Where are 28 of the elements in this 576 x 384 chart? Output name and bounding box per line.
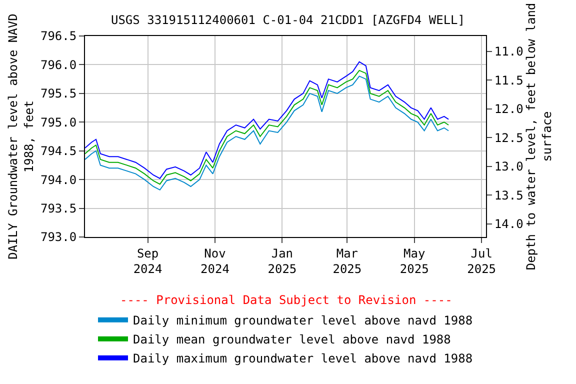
y-tick-label: 795.5 [40, 86, 77, 101]
y2-axis-title: Depth to water level, feet below land surface [524, 2, 554, 270]
legend-label: Daily mean groundwater level above navd 1988 [133, 332, 451, 347]
x-tick-label: Nov 2024 [200, 246, 230, 276]
y2-tick-label: 12.5 [494, 130, 524, 145]
x-tick-label: May 2025 [400, 246, 429, 276]
y2-tick-label: 14.0 [494, 216, 524, 231]
y2-tick-label: 11.5 [494, 73, 524, 88]
y-tick-label: 793.0 [40, 230, 77, 244]
y-tick-label: 796.0 [40, 58, 77, 72]
legend-label: Daily maximum groundwater level above navd 1988 [133, 352, 473, 366]
chart-title: USGS 331915112400601 C-01-04 21CDD1 [AZGFD4 WELL] [110, 12, 466, 27]
y-tick-label: 795.0 [40, 115, 77, 130]
x-tick-label: Jul 2025 [467, 246, 496, 276]
y2-tick-label: 13.5 [494, 188, 524, 202]
y-axis-title: DAILY Groundwater level above NAVD 1988, feet [6, 14, 36, 260]
y-tick-label: 794.5 [40, 144, 77, 158]
y2-tick-label: 11.0 [494, 44, 524, 59]
y2-tick-label: 13.0 [494, 160, 524, 174]
y2-tick-label: 12.0 [494, 102, 524, 116]
legend-label: Daily minimum groundwater level above navd 1988 [133, 314, 473, 328]
x-tick-label: Sep 2024 [133, 246, 162, 276]
y-tick-label: 793.5 [40, 201, 77, 216]
x-tick-label: Mar 2025 [332, 246, 362, 276]
y-tick-label: 796.5 [40, 29, 77, 44]
text: ---- Provisional Data Subject to Revision ---- [120, 293, 452, 307]
y-tick-label: 794.0 [40, 172, 77, 187]
x-tick-label: Jan 2025 [268, 246, 297, 276]
